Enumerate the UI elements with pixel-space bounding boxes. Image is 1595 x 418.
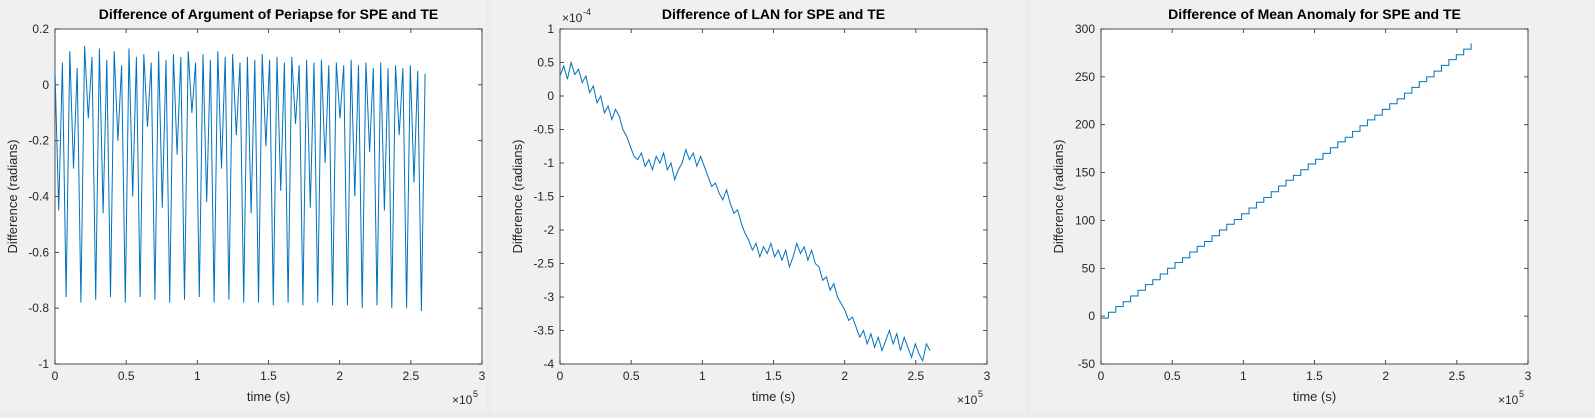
y-tick-label: 1 [547,22,554,36]
x-axis-label: time (s) [752,389,795,404]
y-tick-label: 0 [547,89,554,103]
x-exponent-power: 5 [473,389,478,399]
x-exponent-label: ×10 [957,393,978,407]
x-tick-label: 0.5 [623,369,640,383]
y-tick-label: -2 [543,223,554,237]
y-tick-label: 0 [1088,309,1095,323]
y-tick-label: 100 [1075,213,1095,227]
y-axis-label: Difference (radians) [5,140,20,254]
chart-title: Difference of Argument of Periapse for S… [99,6,438,22]
chart-title: Difference of LAN for SPE and TE [662,6,885,22]
y-tick-label: -0.8 [28,301,49,315]
x-tick-label: 2.5 [907,369,924,383]
chart-2: 0 0.5 1 1.5 2 2.5 3 -4 -3.5 -3 -2.5 -2 -1.5 -1 -0.5 0 0.… [510,6,991,407]
x-tick-label: 0.5 [118,369,135,383]
y-tick-label: -0.5 [533,123,554,137]
x-exponent-power: 5 [978,389,983,399]
y-tick-label: -0.2 [28,134,49,148]
x-tick-label: 1.5 [260,369,277,383]
y-tick-label: 300 [1075,22,1095,36]
y-axis-label: Difference (radians) [510,140,525,254]
x-tick-label: 2.5 [1448,369,1465,383]
y-tick-label: -1.5 [533,190,554,204]
y-tick-label: -4 [543,357,554,371]
y-axis-label: Difference (radians) [1051,140,1066,254]
y-tick-label: 150 [1075,166,1095,180]
x-tick-label: 2 [336,369,343,383]
chart-3: 0 0.5 1 1.5 2 2.5 3-50050100150200250300Differ… [1051,6,1532,407]
x-tick-label: 1.5 [1306,369,1323,383]
x-tick-label: 3 [984,369,991,383]
y-exponent-label: ×10 [562,11,583,25]
x-tick-label: 0.5 [1164,369,1181,383]
y-tick-label: 50 [1082,261,1096,275]
y-tick-label: -1 [543,156,554,170]
x-tick-label: 3 [1525,369,1532,383]
y-tick-label: -3 [543,290,554,304]
y-tick-label: 200 [1075,118,1095,132]
x-tick-label: 1 [194,369,201,383]
y-exponent-power: -4 [583,7,591,17]
x-tick-label: 2 [841,369,848,383]
y-tick-label: 0.5 [537,56,554,70]
y-tick-label: -50 [1078,357,1096,371]
series-line-1 [54,45,426,312]
x-exponent-label: ×10 [452,393,473,407]
y-tick-label: 0 [42,78,49,92]
plot-area [1100,28,1529,365]
chart-title: Difference of Mean Anomaly for SPE and T… [1168,6,1461,22]
x-tick-label: 2 [1382,369,1389,383]
y-tick-label: -1 [38,357,49,371]
x-tick-label: 3 [479,369,486,383]
x-axis-label: time (s) [247,389,290,404]
y-tick-label: -3.5 [533,324,554,338]
y-tick-label: -2.5 [533,257,554,271]
y-tick-label: 0.2 [32,22,49,36]
series-line-1 [1101,43,1472,319]
x-exponent-power: 5 [1519,389,1524,399]
plot-area [559,28,988,365]
x-tick-label: 0 [52,369,59,383]
chart-1: 0 0.5 1 1.5 2 2.5 3 -1 -0.8 -0.6 -0.4 -0.2 0 0.2 Diffe… [5,6,486,407]
x-tick-label: 0 [1098,369,1105,383]
y-tick-label: -0.6 [28,245,49,259]
y-tick-label: -0.4 [28,190,49,204]
x-axis-label: time (s) [1293,389,1336,404]
y-tick-label: 250 [1075,70,1095,84]
x-tick-label: 1.5 [765,369,782,383]
x-tick-label: 1 [1240,369,1247,383]
x-tick-label: 1 [699,369,706,383]
series-line-1 [559,60,931,363]
x-tick-label: 2.5 [402,369,419,383]
x-exponent-label: ×10 [1498,393,1519,407]
x-tick-label: 0 [557,369,564,383]
